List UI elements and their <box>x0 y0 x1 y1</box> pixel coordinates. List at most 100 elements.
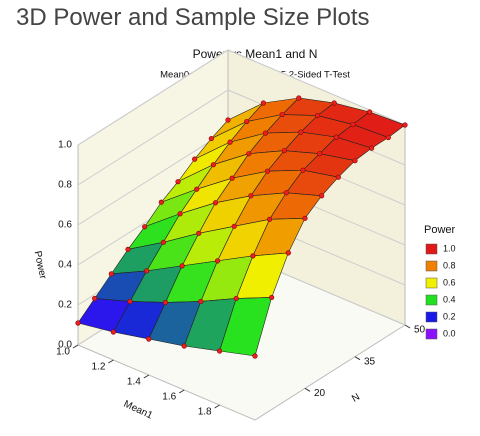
surface-point <box>385 134 391 141</box>
surface-point <box>319 193 325 199</box>
surface-point <box>217 348 223 354</box>
surface-point <box>402 122 408 128</box>
legend-swatch <box>425 243 438 255</box>
surface-point <box>233 295 239 302</box>
surface-point <box>267 216 273 222</box>
y-tick-label: 35 <box>364 356 376 367</box>
x-axis-label: Mean1 <box>122 399 155 422</box>
surface-point <box>283 190 289 196</box>
surface-point <box>350 121 356 128</box>
legend-title: Power <box>424 224 456 236</box>
z-tick-label: 0.0 <box>58 340 72 351</box>
y-axis-label: N <box>350 392 362 405</box>
surface-point <box>177 211 183 217</box>
surface-point <box>367 109 373 115</box>
grid-line <box>77 49 406 146</box>
surface-point <box>198 298 204 305</box>
z-tick-label: 0.6 <box>58 220 72 231</box>
surface-point <box>227 139 233 145</box>
surface-point <box>214 258 221 264</box>
legend-label: 0.8 <box>443 260 456 270</box>
surface-point <box>196 230 202 236</box>
surface-point <box>331 100 337 106</box>
surface-point <box>179 263 185 269</box>
z-tick-label: 0.8 <box>58 180 72 191</box>
surface-point <box>160 239 166 245</box>
z-tick-label: 1.0 <box>58 140 72 151</box>
x-tick-label: 1.8 <box>198 407 212 418</box>
surface-point <box>92 295 98 302</box>
surface-point <box>175 179 181 185</box>
z-axis-label: Power <box>32 250 49 281</box>
surface-point <box>269 294 275 301</box>
surface-point <box>300 167 306 173</box>
legend-swatch <box>425 311 438 323</box>
z-tick-label: 0.2 <box>58 300 72 311</box>
x-tick <box>143 374 150 379</box>
legend-swatch <box>425 277 438 289</box>
surface-point <box>314 112 321 119</box>
x-tick <box>214 404 220 409</box>
y-tick-label: 50 <box>414 325 426 336</box>
surface-point <box>248 193 254 199</box>
surface-point <box>108 271 114 277</box>
surface-point <box>110 329 116 335</box>
legend-swatch <box>425 328 438 340</box>
surface-point <box>127 298 133 305</box>
surface-point <box>192 156 198 162</box>
y-tick <box>304 387 311 392</box>
surface-point <box>162 299 169 306</box>
surface-point <box>246 151 252 157</box>
surface-point <box>75 320 81 326</box>
x-tick-label: 1.2 <box>91 362 105 373</box>
surface-point <box>302 215 308 221</box>
surface-point <box>144 268 150 274</box>
surface-point <box>260 100 267 106</box>
surface-point <box>369 145 375 151</box>
legend-swatch <box>425 294 438 306</box>
surface-point <box>333 134 339 140</box>
chart-title: Power vs Mean1 and N <box>193 47 318 61</box>
y-tick <box>354 356 361 361</box>
surface-point <box>244 118 250 125</box>
surface-point <box>225 117 231 123</box>
z-tick-label: 0.4 <box>58 260 72 271</box>
surface-point <box>181 343 187 349</box>
surface-point <box>210 162 216 168</box>
surface-point <box>194 186 200 192</box>
x-tick <box>108 359 114 364</box>
x-tick <box>178 389 185 394</box>
surface-point <box>285 250 291 256</box>
legend-label: 1.0 <box>443 243 456 253</box>
surface-point <box>296 95 302 101</box>
x-tick-label: 1.6 <box>162 392 176 403</box>
x-tick-label: 1.0 <box>56 347 70 358</box>
y-tick-label: 20 <box>314 388 326 399</box>
surface-point <box>335 174 341 180</box>
surface-point <box>142 224 148 230</box>
y-tick <box>404 324 411 329</box>
surface-point <box>298 129 304 135</box>
surface-point <box>279 111 285 118</box>
page-title: 3D Power and Sample Size Plots <box>16 4 370 31</box>
legend-label: 0.6 <box>443 277 456 287</box>
surface-point <box>212 200 219 206</box>
legend-swatch <box>425 260 438 272</box>
legend-label: 0.2 <box>443 311 456 321</box>
x-tick-label: 1.4 <box>127 377 141 388</box>
surface-point <box>229 175 235 181</box>
surface-point <box>264 168 271 174</box>
surface-point <box>317 151 323 157</box>
surface-point <box>208 135 214 142</box>
surface-point <box>158 199 164 205</box>
surface-point <box>250 253 256 259</box>
surface-point <box>146 336 152 342</box>
legend-label: 0.4 <box>443 294 456 304</box>
x-tick <box>72 344 79 349</box>
surface-point <box>252 353 258 359</box>
surface-point <box>281 148 287 154</box>
surface-point <box>231 223 237 229</box>
surface-point <box>125 246 131 252</box>
